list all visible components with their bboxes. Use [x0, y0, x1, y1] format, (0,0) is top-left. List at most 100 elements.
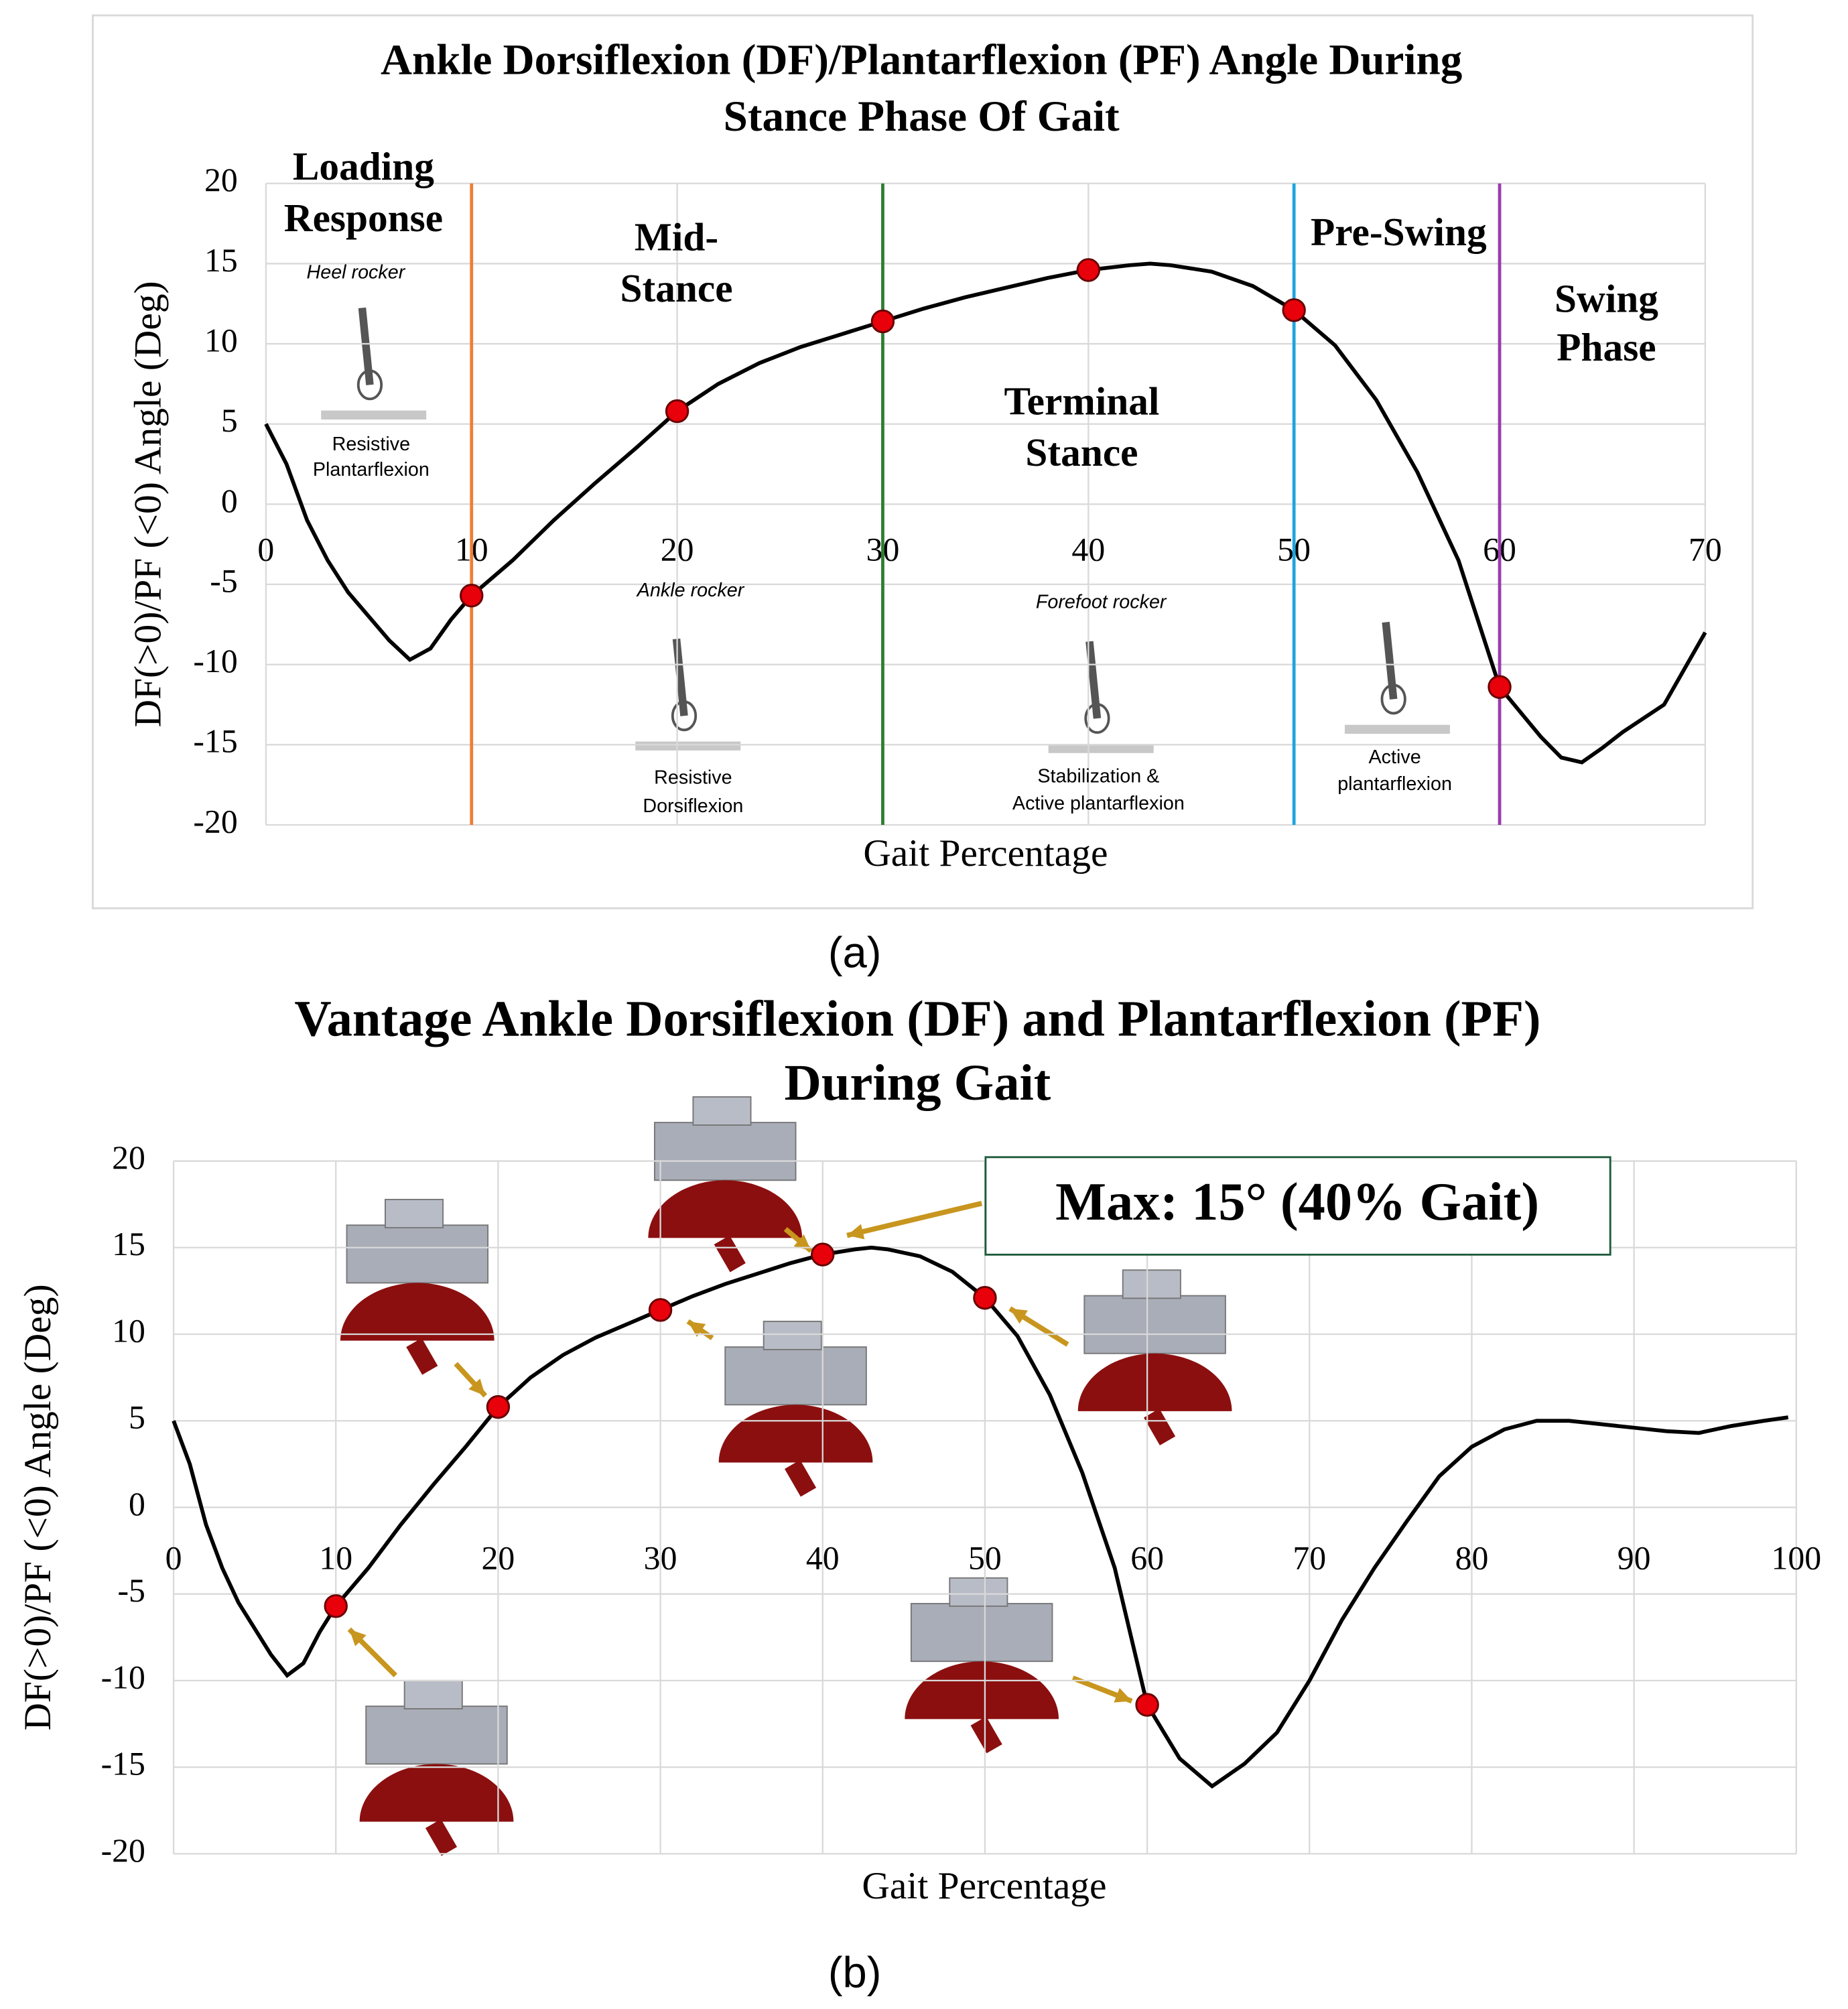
ground-bar	[1344, 724, 1450, 734]
x-tick-label: 0	[257, 531, 274, 568]
y-tick-label: -20	[101, 1832, 145, 1869]
prosthesis-body	[1083, 1295, 1226, 1354]
data-point	[973, 1286, 997, 1310]
annotation: Forefoot rocker	[1036, 591, 1167, 612]
annotation: Heel rocker	[307, 261, 406, 283]
prosthesis-toe	[406, 1338, 438, 1375]
prosthesis-top	[763, 1320, 822, 1350]
y-tick-label: 10	[112, 1312, 145, 1349]
data-point	[648, 1298, 673, 1322]
ground-bar	[321, 410, 427, 420]
ankle-sketch	[671, 700, 698, 732]
prosthesis-toe	[714, 1235, 746, 1273]
ankle-sketch	[356, 369, 383, 401]
annotation: Max: 15° (40% Gait)	[1055, 1172, 1539, 1232]
prosthesis-foot	[359, 1764, 514, 1822]
data-point	[1488, 675, 1512, 699]
y-tick-label: -15	[193, 723, 237, 760]
data-point	[324, 1594, 348, 1618]
arrow	[846, 1201, 983, 1238]
y-tick-label: 5	[221, 402, 238, 439]
prosthesis-top	[949, 1577, 1008, 1607]
y-tick-label: 15	[204, 242, 238, 279]
data-point	[665, 399, 689, 424]
x-tick-label: 50	[968, 1539, 1002, 1576]
y-tick-label: 5	[129, 1399, 145, 1436]
ground-bar	[1048, 744, 1154, 753]
data-line	[264, 261, 1707, 765]
annotation: Resistive	[332, 434, 410, 455]
arrow-head	[468, 1378, 486, 1396]
prosthesis-toe	[784, 1460, 817, 1497]
prosthesis-foot	[340, 1283, 494, 1341]
y-tick-label: -10	[101, 1659, 145, 1695]
y-axis-label: DF(>0)/PF (<0) Angle (Deg)	[127, 281, 170, 727]
x-tick-label: 100	[1771, 1539, 1821, 1576]
prosthesis-body	[365, 1705, 508, 1765]
arrow-head	[1114, 1687, 1132, 1703]
ankle-sketch	[1084, 703, 1110, 734]
x-tick-label: 70	[1689, 531, 1722, 568]
x-tick-label: 20	[482, 1539, 515, 1576]
x-tick-label: 0	[166, 1539, 182, 1576]
y-tick-label: 20	[204, 161, 238, 198]
x-tick-label: 30	[644, 1539, 677, 1576]
annotation: Stabilization &	[1037, 766, 1159, 787]
prosthesis-top	[384, 1199, 444, 1229]
arrow-head	[349, 1629, 367, 1646]
annotation: Pre-Swing	[1311, 210, 1487, 254]
chart-frame	[92, 14, 1754, 909]
data-point	[870, 309, 895, 334]
annotation: Stance	[620, 266, 732, 310]
prosthesis-foot	[718, 1405, 873, 1463]
y-tick-label: 10	[204, 322, 238, 359]
prosthesis-foot	[905, 1661, 1059, 1720]
x-tick-label: 40	[806, 1539, 840, 1576]
annotation: Resistive	[654, 767, 732, 789]
data-point	[1135, 1693, 1159, 1717]
prosthesis-toe	[425, 1819, 458, 1856]
prosthesis-top	[1122, 1269, 1181, 1299]
prosthesis-toe	[970, 1716, 1002, 1754]
chart-title: Ankle Dorsiflexion (DF)/Plantarflexion (…	[381, 36, 1462, 84]
annotation-box	[984, 1156, 1611, 1256]
x-tick-label: 80	[1455, 1539, 1489, 1576]
chart-title: During Gait	[785, 1054, 1051, 1111]
prosthesis-foot	[648, 1180, 803, 1238]
x-tick-label: 40	[1071, 531, 1105, 568]
x-tick-label: 60	[1130, 1539, 1164, 1576]
ground-bar	[635, 741, 741, 751]
prosthesis-foot	[1077, 1353, 1232, 1411]
prosthesis-body	[346, 1224, 489, 1284]
data-point	[460, 584, 484, 608]
annotation: Terminal	[1004, 379, 1160, 424]
x-tick-label: 90	[1618, 1539, 1651, 1576]
chart-title: Vantage Ankle Dorsiflexion (DF) and Plan…	[294, 990, 1540, 1047]
annotation: Loading	[293, 144, 434, 188]
prosthesis-toe	[1144, 1409, 1176, 1445]
x-axis-label: Gait Percentage	[862, 1865, 1106, 1907]
annotation: Mid-	[635, 215, 718, 259]
data-point	[811, 1242, 835, 1267]
data-point	[486, 1395, 511, 1419]
arrow-head	[1010, 1308, 1028, 1324]
annotation: Plantarflexion	[313, 459, 430, 480]
y-tick-label: 15	[112, 1226, 145, 1262]
panel-label: (b)	[828, 1947, 882, 1996]
chart-title: Stance Phase Of Gait	[724, 92, 1120, 141]
y-tick-label: -5	[210, 562, 237, 599]
y-tick-label: -5	[117, 1572, 145, 1609]
ankle-sketch	[1380, 684, 1406, 715]
data-point	[1076, 258, 1101, 282]
arrow-head	[847, 1224, 865, 1240]
prosthesis-body	[654, 1122, 797, 1181]
x-tick-label: 10	[319, 1539, 352, 1576]
prosthesis-body	[910, 1603, 1053, 1663]
x-tick-label: 70	[1293, 1539, 1326, 1576]
annotation: plantarflexion	[1337, 773, 1452, 795]
annotation: Phase	[1557, 325, 1656, 369]
y-tick-label: 0	[221, 482, 238, 519]
annotation: Ankle rocker	[636, 580, 745, 601]
y-tick-label: -15	[101, 1746, 145, 1783]
